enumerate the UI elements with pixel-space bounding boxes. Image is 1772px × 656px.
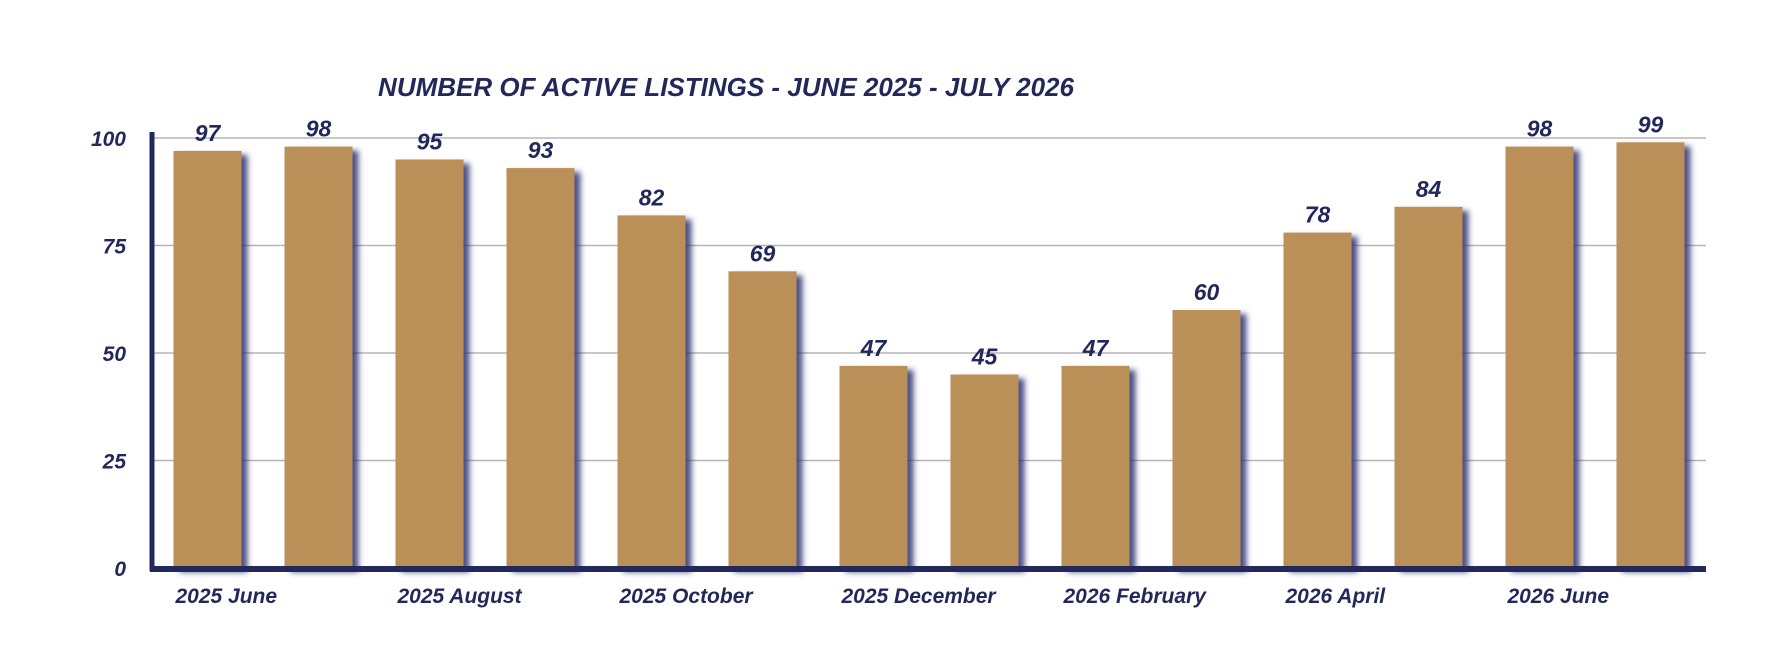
y-tick-label: 0 (114, 558, 126, 581)
bar-10 (1172, 310, 1241, 568)
bar-5 (617, 215, 686, 568)
bar-11 (1283, 232, 1352, 568)
bar-9 (1061, 365, 1130, 568)
y-tick-label: 100 (91, 128, 126, 151)
data-label: 97 (195, 120, 222, 146)
x-tick-label: 2026 February (1063, 585, 1208, 608)
x-tick-label: 2026 June (1507, 585, 1610, 608)
x-tick-label: 2025 December (841, 585, 998, 608)
data-label: 60 (1194, 279, 1220, 305)
x-tick-label: 2025 August (397, 585, 523, 608)
data-label: 95 (417, 129, 444, 155)
y-tick-label: 75 (103, 236, 127, 259)
bar-2 (284, 146, 353, 568)
labels: 0 25 50 75 100 97 98 95 93 82 69 47 45 47 60 78 84 98 99 20… (91, 111, 1664, 608)
data-label: 98 (306, 116, 332, 142)
bar-3 (395, 159, 464, 568)
x-tick-label: 2025 June (175, 585, 278, 608)
chart-title: NUMBER OF ACTIVE LISTINGS - JUNE 2025 - … (378, 72, 1074, 102)
bar-4 (506, 168, 575, 568)
x-tick-label: 2025 October (619, 585, 755, 608)
data-label: 98 (1527, 116, 1553, 142)
y-tick-label: 50 (103, 343, 127, 366)
bar-1 (173, 150, 242, 568)
data-label: 69 (750, 240, 776, 266)
bar-6 (728, 271, 797, 568)
axes (149, 132, 1706, 572)
y-tick-label: 25 (102, 451, 127, 474)
data-label: 84 (1416, 176, 1442, 202)
bar-7 (839, 365, 908, 568)
data-label: 99 (1638, 111, 1664, 137)
data-label: 45 (971, 344, 999, 370)
bars (173, 142, 1685, 569)
data-label: 93 (528, 137, 554, 163)
bar-13 (1505, 146, 1574, 568)
bar-12 (1394, 206, 1463, 569)
gridlines (152, 137, 1706, 462)
x-tick-label: 2026 April (1285, 585, 1387, 608)
bar-8 (950, 374, 1019, 568)
data-label: 47 (860, 335, 888, 361)
bar-14 (1616, 142, 1685, 569)
data-label: 82 (639, 184, 665, 210)
data-label: 78 (1305, 202, 1331, 228)
data-label: 47 (1082, 335, 1110, 361)
